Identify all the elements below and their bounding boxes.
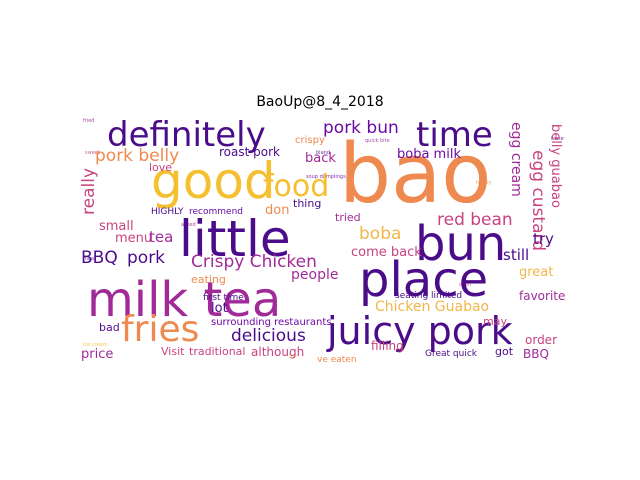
word-pork: pork bbox=[127, 248, 166, 268]
word-tried: tried bbox=[335, 211, 361, 224]
word-crispy: crispy bbox=[295, 135, 325, 146]
word-sweet: sweet bbox=[85, 150, 100, 156]
word-meat: meat bbox=[83, 256, 96, 262]
word-taste: taste bbox=[551, 136, 564, 142]
word-red-bean: red bean bbox=[437, 210, 513, 230]
word-highly: HIGHLY bbox=[151, 207, 184, 217]
word-honey: honey bbox=[476, 180, 492, 186]
word-may: may bbox=[483, 315, 507, 328]
word-still: still bbox=[503, 246, 530, 264]
word-eating: eating bbox=[191, 273, 226, 286]
word-full: full bbox=[289, 354, 297, 360]
word-time: time bbox=[416, 116, 493, 155]
word-asked: asked bbox=[181, 222, 196, 228]
word-filling: filling bbox=[371, 339, 404, 353]
word-love: love bbox=[149, 161, 173, 174]
word-really: really bbox=[81, 168, 99, 215]
word-fries: fries bbox=[121, 309, 200, 350]
word-good: good bbox=[151, 152, 276, 210]
word-menu: menu bbox=[115, 231, 153, 246]
word-small: small bbox=[99, 219, 134, 234]
word-ice-cream: ice cream bbox=[83, 342, 108, 348]
word-bland: bland bbox=[316, 150, 330, 156]
word-delicious: delicious bbox=[231, 326, 306, 346]
word-traditional: traditional bbox=[189, 345, 246, 358]
word-recommend: recommend bbox=[189, 207, 243, 217]
word-price: price bbox=[81, 347, 114, 362]
word-visit: Visit bbox=[161, 345, 185, 358]
word-soup-dumplings: soup dumplings bbox=[306, 174, 346, 180]
word-great: great bbox=[519, 265, 554, 280]
word-boba-milk: boba milk bbox=[397, 147, 461, 162]
word-order: order bbox=[525, 333, 557, 347]
word-pork-bun: pork bun bbox=[323, 118, 399, 138]
word-open: open bbox=[459, 282, 472, 288]
word-first-time: first time bbox=[203, 293, 244, 303]
word-great-quick: Great quick bbox=[425, 349, 477, 359]
word-milk-tea: milk tea bbox=[87, 272, 282, 328]
word-place: place bbox=[359, 252, 489, 308]
word-people: people bbox=[291, 267, 339, 283]
word-ve-eaten: ve eaten bbox=[317, 355, 357, 365]
word-bad: bad bbox=[99, 321, 120, 334]
word-boba: boba bbox=[359, 224, 402, 244]
word-definitely: definitely bbox=[107, 116, 266, 155]
word-food: food bbox=[263, 169, 330, 204]
word-try: try bbox=[533, 230, 554, 248]
word-egg-custard: egg custard bbox=[528, 150, 548, 251]
figure-title: BaoUp@8_4_2018 bbox=[256, 94, 384, 110]
word-lot: lot bbox=[211, 301, 228, 316]
word-little: little bbox=[179, 210, 291, 268]
word-favorite: favorite bbox=[519, 289, 566, 303]
word-quick-bite: quick bite bbox=[365, 138, 390, 144]
word-seating-limited: seating limited bbox=[395, 291, 463, 301]
word-cloud: fried sweet soup dumplings honey asked b… bbox=[81, 116, 572, 365]
word-belly-guabao: belly guabao bbox=[548, 124, 563, 208]
word-bbq2: BBQ bbox=[523, 347, 549, 361]
word-thing: thing bbox=[293, 197, 322, 210]
word-fried: fried bbox=[83, 118, 95, 124]
word-come-back: come back bbox=[351, 245, 422, 260]
word-bao: bao bbox=[339, 127, 492, 222]
word-roast-pork: roast pork bbox=[219, 145, 280, 159]
word-don: don bbox=[265, 203, 290, 218]
word-although: although bbox=[251, 345, 305, 359]
word-back: back bbox=[305, 151, 336, 166]
word-tea: tea bbox=[149, 228, 174, 246]
word-pork-belly: pork belly bbox=[95, 146, 180, 166]
word-surrounding-restaurants: surrounding restaurants bbox=[211, 317, 332, 328]
word-juicy-pork: juicy pork bbox=[327, 309, 513, 353]
word-chicken-guabao: Chicken Guabao bbox=[375, 299, 490, 315]
word-crispy-chicken: Crispy Chicken bbox=[191, 252, 317, 272]
word-got: got bbox=[495, 345, 514, 358]
word-egg-cream: egg cream bbox=[508, 122, 524, 197]
word-bbq: BBQ bbox=[81, 248, 118, 268]
word-bun: bun bbox=[415, 216, 507, 272]
